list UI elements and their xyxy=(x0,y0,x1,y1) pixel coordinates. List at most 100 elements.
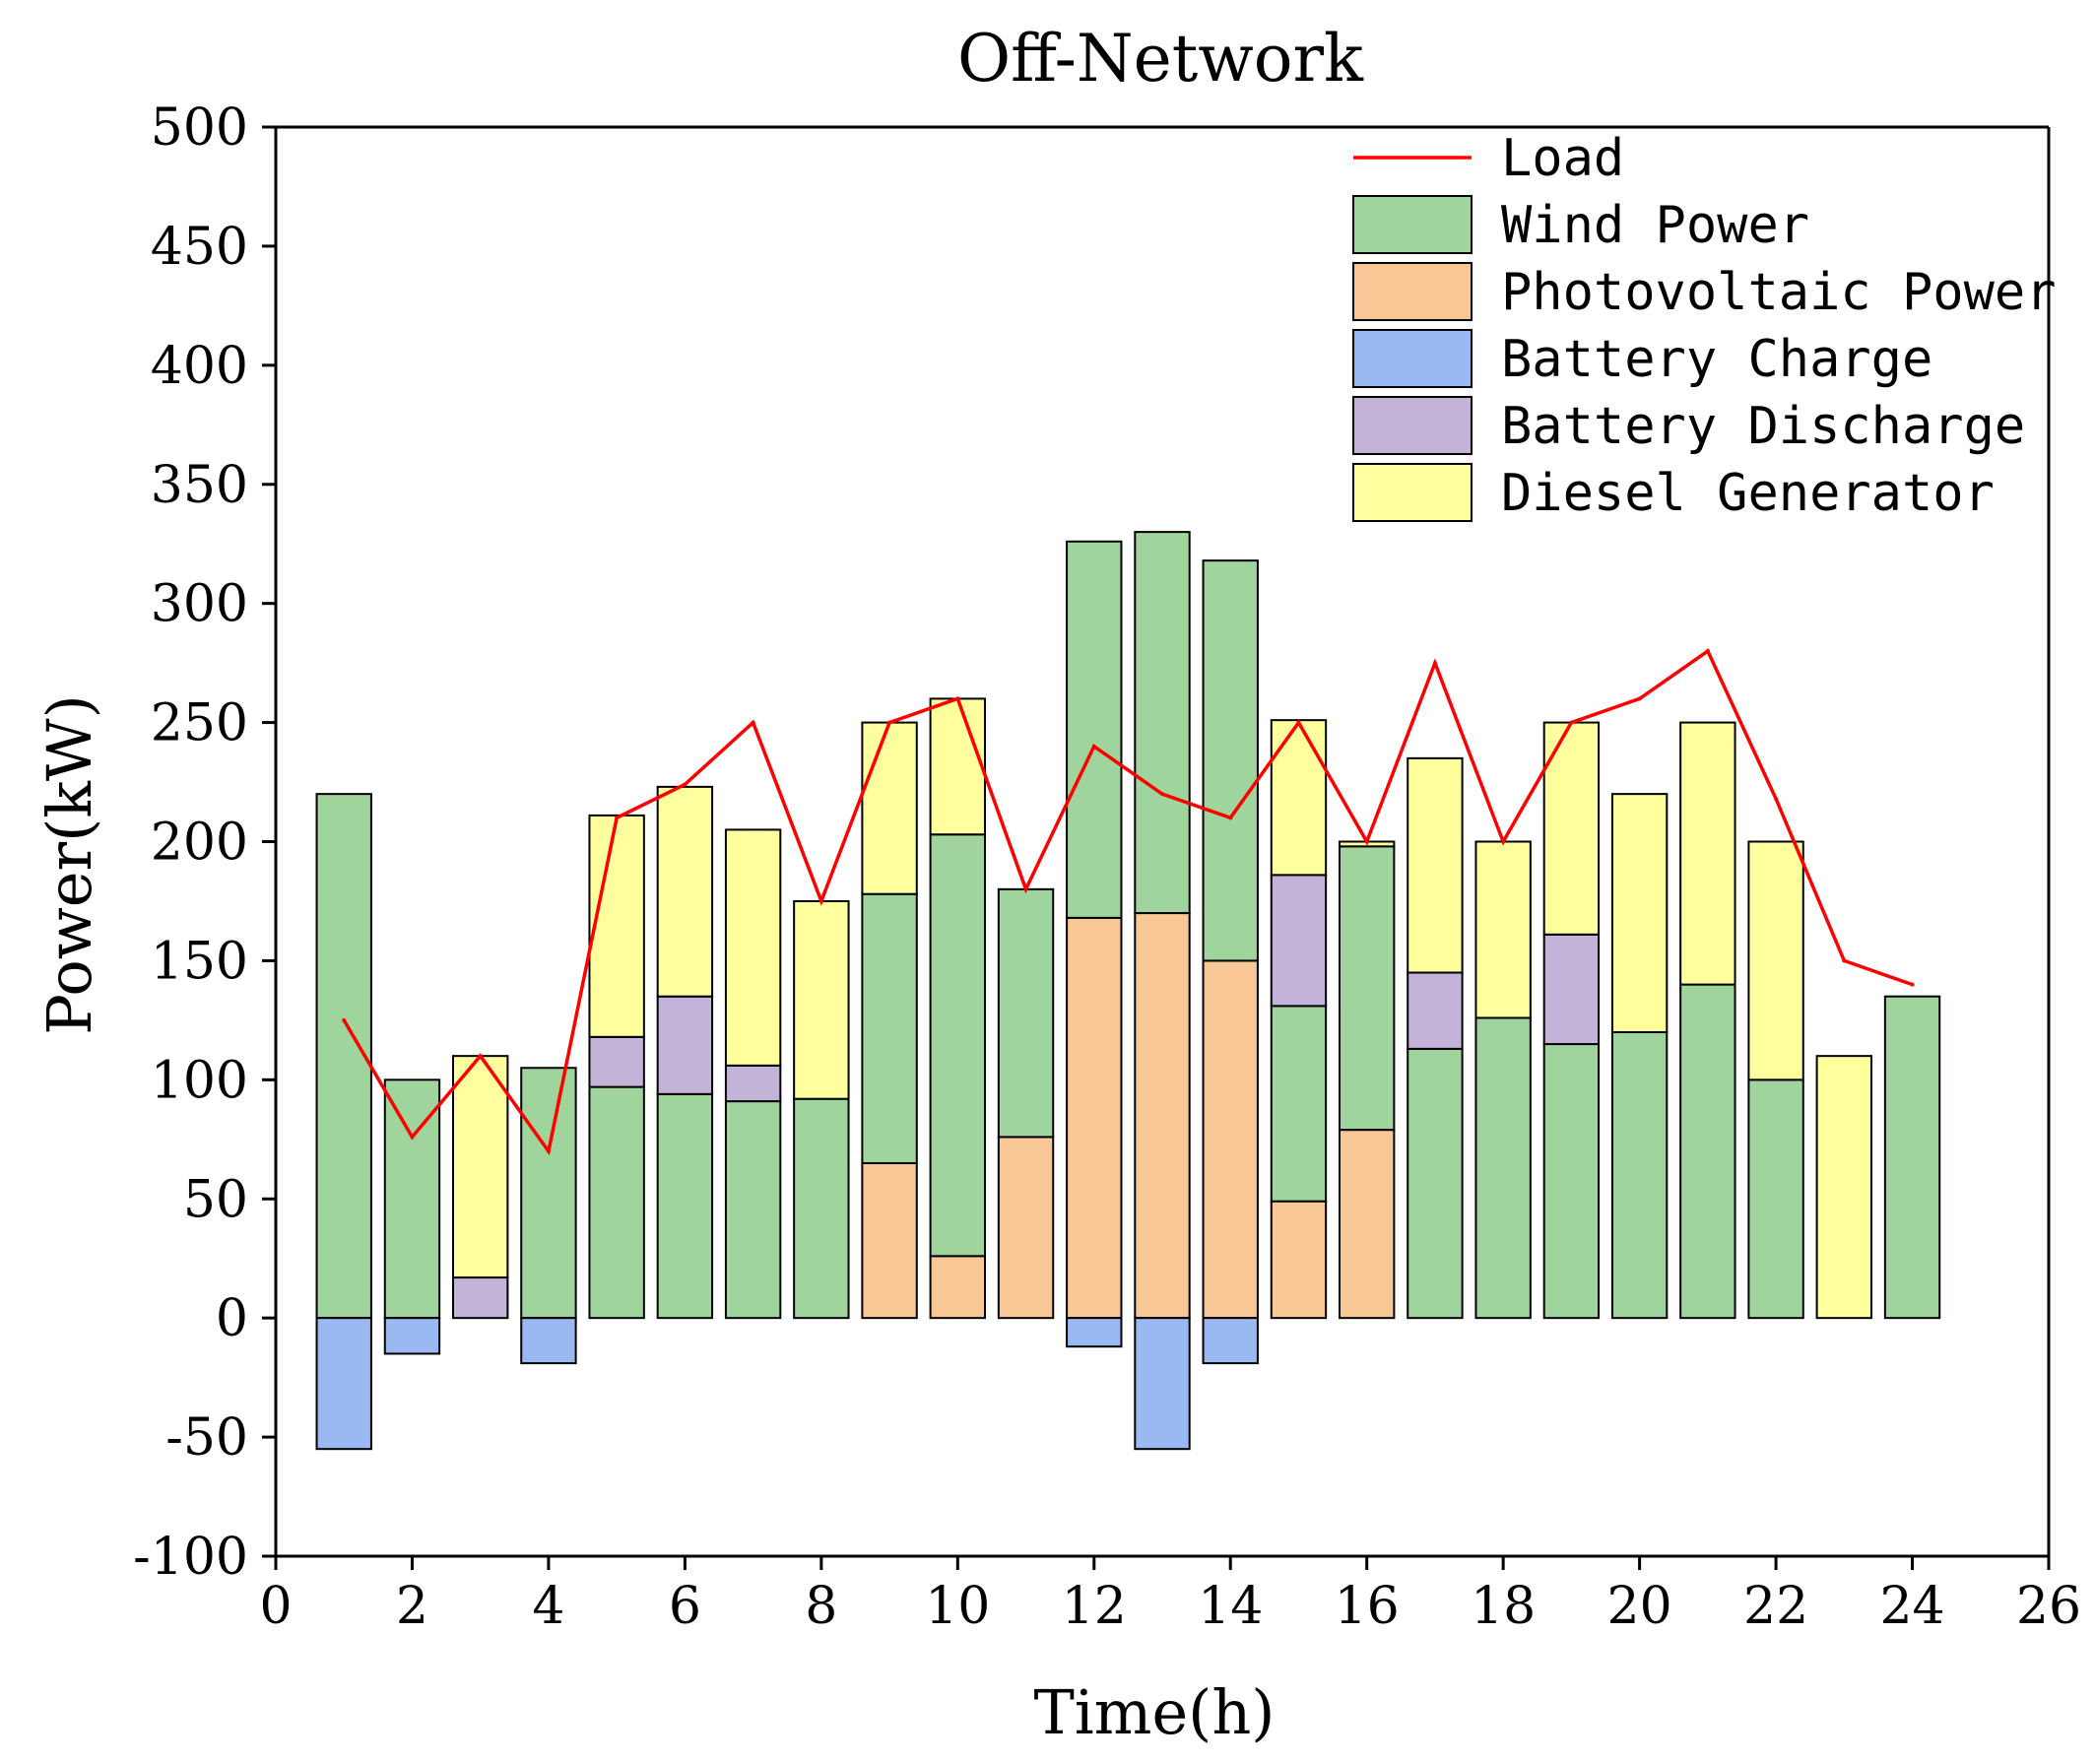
bar-diesel-generator-17 xyxy=(1407,756,1464,974)
bar-wind-power-9 xyxy=(861,892,918,1164)
x-tick-label: 18 xyxy=(1471,1577,1536,1636)
bar-diesel-generator-15 xyxy=(1270,719,1328,877)
load-point-17 xyxy=(1432,661,1437,666)
bar-battery-charge-1 xyxy=(315,1317,372,1451)
bar-wind-power-6 xyxy=(656,1092,714,1320)
bar-diesel-generator-7 xyxy=(724,828,782,1067)
bar-diesel-generator-10 xyxy=(929,697,986,836)
load-line-layer xyxy=(342,648,1915,1156)
load-point-22 xyxy=(1774,796,1779,801)
legend: Load Wind Power Photovoltaic Power Battery … xyxy=(1352,129,2057,523)
bar-diesel-generator-20 xyxy=(1610,793,1669,1033)
y-tick-label: 100 xyxy=(151,1051,248,1110)
load-point-4 xyxy=(546,1148,551,1153)
load-point-9 xyxy=(887,720,892,725)
legend-label-wind-power: Wind Power xyxy=(1501,196,1809,255)
x-tick-label: 26 xyxy=(2016,1577,2081,1636)
bar-battery-discharge-19 xyxy=(1542,933,1601,1046)
bar-wind-power-22 xyxy=(1747,1078,1804,1320)
load-point-7 xyxy=(751,720,755,725)
bar-wind-power-2 xyxy=(383,1078,441,1320)
load-point-13 xyxy=(1160,792,1164,797)
x-tick-label: 22 xyxy=(1743,1577,1808,1636)
bar-wind-power-7 xyxy=(724,1100,782,1320)
bars-layer xyxy=(315,531,1941,1451)
load-point-11 xyxy=(1023,886,1028,891)
bar-battery-charge-2 xyxy=(383,1317,441,1355)
bar-diesel-generator-5 xyxy=(588,814,645,1038)
load-point-1 xyxy=(342,1017,347,1022)
legend-label-diesel-generator: Diesel Generator xyxy=(1501,464,1995,523)
bar-photovoltaic-power-12 xyxy=(1066,916,1123,1320)
y-tick-label: -100 xyxy=(133,1528,248,1587)
bar-wind-power-17 xyxy=(1407,1047,1464,1320)
y-tick-label: 450 xyxy=(151,218,248,277)
y-tick-label: 350 xyxy=(151,456,248,515)
bar-diesel-generator-22 xyxy=(1747,840,1804,1081)
load-point-21 xyxy=(1705,649,1710,654)
bar-diesel-generator-18 xyxy=(1474,840,1532,1019)
bar-photovoltaic-power-9 xyxy=(861,1161,918,1320)
bar-wind-power-8 xyxy=(793,1097,850,1320)
legend-label-battery-discharge: Battery Discharge xyxy=(1501,397,2025,456)
x-tick-label: 6 xyxy=(669,1577,701,1636)
bar-battery-discharge-7 xyxy=(724,1064,782,1103)
bar-wind-power-11 xyxy=(997,887,1055,1139)
load-point-23 xyxy=(1842,958,1847,963)
bar-wind-power-12 xyxy=(1066,540,1123,919)
load-point-12 xyxy=(1091,744,1096,749)
bar-battery-charge-12 xyxy=(1066,1317,1123,1348)
bar-wind-power-20 xyxy=(1610,1030,1669,1320)
bar-diesel-generator-19 xyxy=(1542,721,1601,936)
bar-diesel-generator-21 xyxy=(1679,721,1736,986)
bar-wind-power-24 xyxy=(1883,995,1941,1320)
y-tick-label: 400 xyxy=(151,337,248,396)
x-tick-label: 2 xyxy=(396,1577,428,1636)
bar-diesel-generator-8 xyxy=(793,899,850,1100)
x-tick-label: 4 xyxy=(532,1577,564,1636)
bar-wind-power-13 xyxy=(1134,531,1191,915)
bar-wind-power-21 xyxy=(1679,983,1736,1320)
bar-wind-power-1 xyxy=(315,793,372,1320)
chart-title: Off-Network xyxy=(957,21,1364,97)
load-point-10 xyxy=(955,696,960,701)
legend-swatch-wind-power xyxy=(1352,195,1473,254)
bar-battery-discharge-6 xyxy=(656,995,714,1095)
legend-label-photovoltaic-power: Photovoltaic Power xyxy=(1501,263,2057,322)
bar-photovoltaic-power-10 xyxy=(929,1255,986,1320)
y-tick-label: 150 xyxy=(151,932,248,991)
load-point-3 xyxy=(478,1054,483,1059)
load-point-18 xyxy=(1501,839,1506,844)
legend-swatch-battery-charge xyxy=(1352,329,1473,388)
x-tick-label: 16 xyxy=(1335,1577,1400,1636)
load-point-15 xyxy=(1296,720,1301,725)
load-point-24 xyxy=(1910,982,1915,987)
x-tick-label: 8 xyxy=(805,1577,837,1636)
x-tick-label: 12 xyxy=(1062,1577,1127,1636)
bar-photovoltaic-power-13 xyxy=(1134,912,1191,1320)
x-tick-label: 10 xyxy=(925,1577,990,1636)
bar-photovoltaic-power-15 xyxy=(1270,1200,1328,1320)
legend-swatch-photovoltaic-power xyxy=(1352,262,1473,321)
bar-battery-discharge-3 xyxy=(452,1276,509,1320)
bar-wind-power-19 xyxy=(1542,1043,1601,1320)
load-point-20 xyxy=(1637,696,1642,701)
legend-label-battery-charge: Battery Charge xyxy=(1501,330,1932,389)
bar-wind-power-18 xyxy=(1474,1016,1532,1320)
bar-photovoltaic-power-16 xyxy=(1339,1129,1396,1320)
y-tick-label: 200 xyxy=(151,814,248,873)
y-tick-label: 250 xyxy=(151,694,248,753)
x-tick-label: 20 xyxy=(1607,1577,1672,1636)
y-tick-label: 300 xyxy=(151,575,248,634)
y-tick-label: -50 xyxy=(165,1408,248,1468)
legend-label-load: Load xyxy=(1501,129,1624,188)
bar-diesel-generator-6 xyxy=(656,785,714,998)
legend-swatch-diesel-generator xyxy=(1352,463,1473,522)
bar-battery-discharge-5 xyxy=(588,1035,645,1088)
load-point-8 xyxy=(818,898,823,903)
x-axis-label: Time(h) xyxy=(1034,1676,1276,1748)
y-tick-label: 50 xyxy=(183,1170,248,1229)
bar-wind-power-14 xyxy=(1202,559,1259,962)
y-axis-label: Power(kW) xyxy=(33,694,105,1035)
